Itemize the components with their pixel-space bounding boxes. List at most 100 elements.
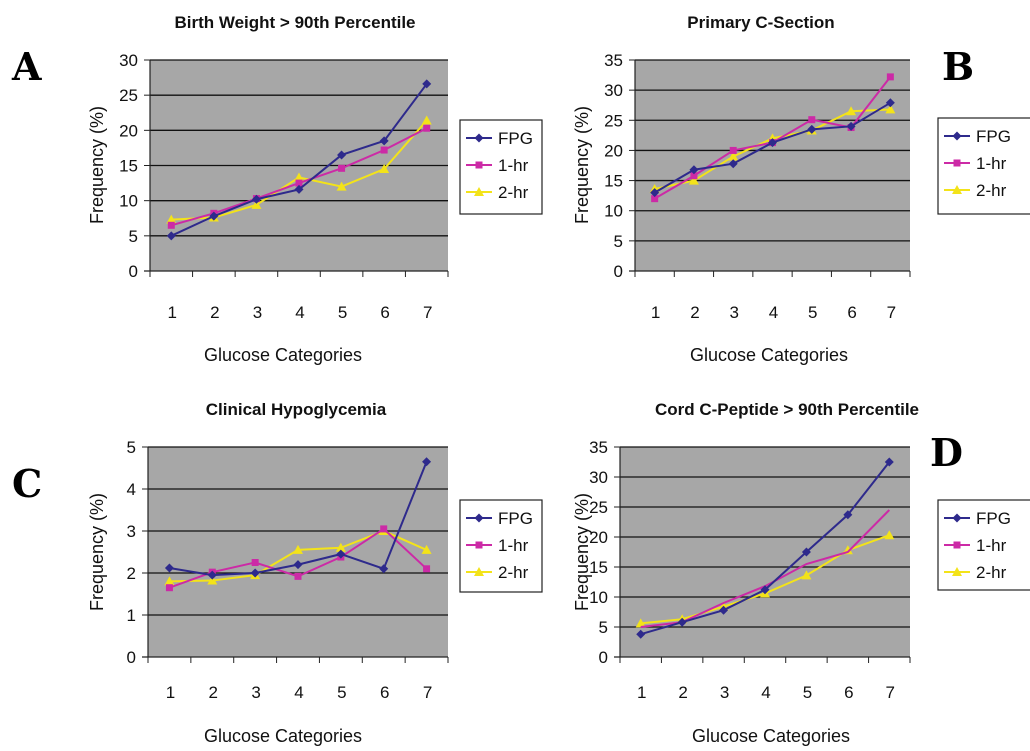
- legend-marker: [952, 185, 962, 194]
- y-axis-label: Frequency (%): [87, 493, 107, 611]
- legend-marker: [953, 541, 961, 549]
- chart-title: Clinical Hypoglycemia: [206, 400, 387, 419]
- y-tick-label: 35: [589, 438, 608, 457]
- legend-label: 2-hr: [498, 563, 529, 582]
- legend-label: 2-hr: [976, 563, 1007, 582]
- x-tick-label: 4: [761, 683, 770, 702]
- data-point: [768, 138, 777, 148]
- data-point: [650, 188, 660, 198]
- data-point: [884, 530, 895, 540]
- data-point: [250, 568, 260, 578]
- x-tick-label: 1: [651, 303, 660, 322]
- data-point: [886, 73, 894, 81]
- data-point: [337, 150, 347, 160]
- x-axis-label: Glucose Categories: [690, 345, 848, 365]
- y-tick-label: 35: [604, 51, 623, 70]
- x-tick-label: 4: [294, 683, 303, 702]
- data-point: [165, 584, 173, 592]
- legend-label: FPG: [976, 509, 1011, 528]
- data-point: [293, 560, 303, 570]
- data-point: [690, 172, 698, 180]
- x-tick-label: 7: [886, 683, 895, 702]
- y-tick-label: 20: [604, 141, 623, 160]
- x-tick-label: 2: [209, 683, 218, 702]
- y-tick-label: 5: [614, 232, 623, 251]
- data-point: [207, 575, 218, 585]
- chart-panel-b: B Primary C-Section 0 5 10 15 20 25 30 35 1 2 3 4 5 6 7 F…: [572, 13, 1030, 365]
- y-tick-label: 0: [599, 648, 608, 667]
- data-point: [689, 165, 699, 175]
- chart-title: Birth Weight > 90th Percentile: [174, 13, 415, 32]
- y-tick-label: 10: [589, 588, 608, 607]
- y-tick-label: 5: [127, 438, 136, 457]
- data-point: [688, 175, 699, 185]
- legend-marker: [474, 567, 484, 576]
- legend-box: [459, 119, 543, 215]
- data-point: [677, 617, 687, 627]
- y-tick-label: 10: [119, 192, 138, 211]
- x-tick-label: 1: [168, 303, 177, 322]
- x-tick-label: 2: [210, 303, 219, 322]
- legend-label: 2-hr: [976, 181, 1007, 200]
- y-tick-label: 15: [589, 558, 608, 577]
- x-tick-label: 5: [803, 683, 812, 702]
- x-tick-label: 3: [253, 303, 262, 322]
- data-point: [335, 542, 346, 552]
- x-tick-label: 5: [808, 303, 817, 322]
- legend-box: [937, 117, 1030, 215]
- data-point: [846, 121, 856, 131]
- data-point: [166, 214, 177, 224]
- legend-marker: [475, 161, 483, 169]
- data-point: [885, 104, 896, 114]
- chart-title: Primary C-Section: [687, 13, 834, 32]
- data-point: [884, 457, 894, 467]
- data-point: [636, 629, 646, 639]
- data-point: [338, 164, 346, 172]
- panel-letter: A: [11, 44, 42, 89]
- data-point: [379, 136, 389, 146]
- data-point: [294, 572, 302, 580]
- legend-marker: [475, 541, 483, 549]
- data-point: [293, 544, 303, 554]
- legend-marker: [952, 513, 962, 523]
- panel-letter: B: [942, 44, 974, 89]
- x-tick-label: 6: [844, 683, 853, 702]
- chart-panel-c: C Clinical Hypoglycemia 0 1 2 3 4 5 1 2 3 4 5 6 7 Frequ…: [12, 400, 543, 746]
- y-tick-label: 20: [589, 528, 608, 547]
- y-tick-label: 20: [119, 121, 138, 140]
- legend-marker: [953, 159, 961, 167]
- data-point: [380, 146, 388, 154]
- x-tick-label: 6: [380, 683, 389, 702]
- x-tick-label: 7: [887, 303, 896, 322]
- data-point: [423, 124, 431, 132]
- x-tick-label: 6: [847, 303, 856, 322]
- y-tick-label: 4: [127, 480, 136, 499]
- data-point: [843, 510, 853, 520]
- series-fpg: [636, 457, 894, 639]
- y-axis-label: Frequency (%): [572, 493, 592, 611]
- plot-area: [620, 447, 910, 657]
- y-tick-label: 0: [129, 262, 138, 281]
- data-point: [251, 559, 259, 566]
- x-tick-label: 2: [690, 303, 699, 322]
- panel-letter: C: [12, 461, 42, 506]
- y-tick-label: 25: [589, 498, 608, 517]
- data-point: [728, 159, 738, 169]
- data-point: [808, 116, 816, 124]
- data-point: [651, 195, 659, 203]
- data-point: [422, 457, 432, 467]
- legend-label: 1-hr: [498, 156, 529, 175]
- y-tick-label: 0: [127, 648, 136, 667]
- data-point: [807, 124, 817, 134]
- data-point: [251, 194, 261, 204]
- y-tick-label: 2: [127, 564, 136, 583]
- data-point: [380, 525, 388, 533]
- legend-label: FPG: [976, 127, 1011, 146]
- y-tick-label: 25: [604, 111, 623, 130]
- data-point: [846, 106, 857, 116]
- legend-label: 1-hr: [976, 154, 1007, 173]
- x-tick-label: 6: [380, 303, 389, 322]
- data-point: [294, 172, 304, 182]
